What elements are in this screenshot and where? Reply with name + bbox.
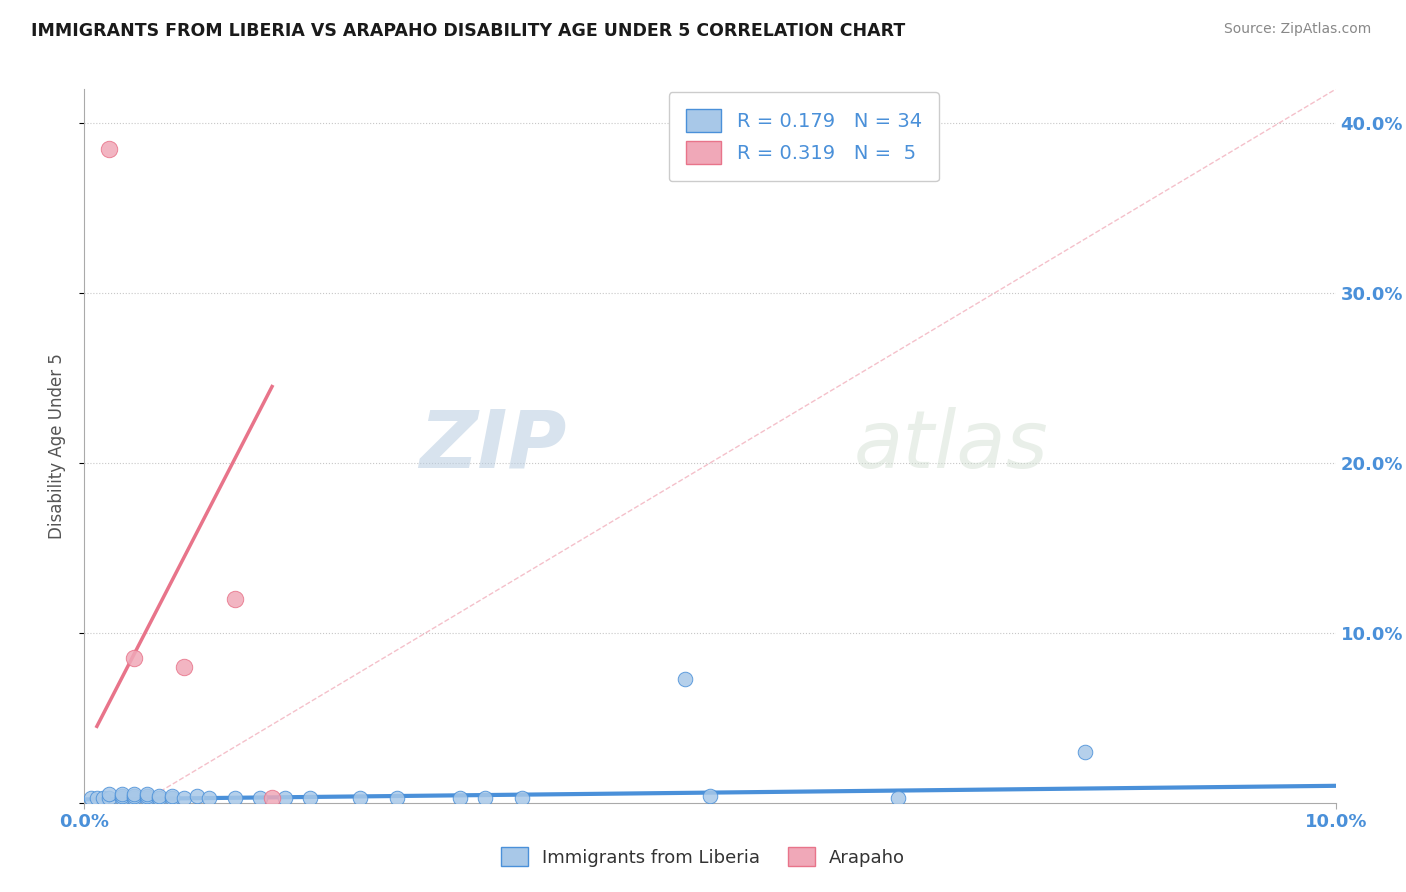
Point [262,790,284,805]
Point [699,789,721,803]
Point [273,790,295,805]
Point [111,789,134,803]
Text: atlas: atlas [853,407,1049,485]
Point [173,660,195,674]
Point [298,790,321,805]
Point [124,790,146,805]
Legend: R = 0.179   N = 34, R = 0.319   N =  5: R = 0.179 N = 34, R = 0.319 N = 5 [668,92,939,181]
Point [186,789,208,803]
Legend: Immigrants from Liberia, Arapaho: Immigrants from Liberia, Arapaho [494,840,912,874]
Point [98,142,121,156]
Point [98,787,121,801]
Point [136,789,159,803]
Point [449,790,471,805]
Point [1074,745,1097,759]
Point [86,790,108,805]
Point [160,789,183,803]
Point [224,790,246,805]
Point [98,790,121,805]
Point [136,787,159,801]
Y-axis label: Disability Age Under 5: Disability Age Under 5 [48,353,66,539]
Point [79,790,101,805]
Text: ZIP: ZIP [419,407,567,485]
Point [887,790,910,805]
Point [249,790,271,805]
Point [173,790,195,805]
Point [136,790,159,805]
Point [160,790,183,805]
Point [148,790,170,805]
Point [673,672,696,686]
Text: Source: ZipAtlas.com: Source: ZipAtlas.com [1223,22,1371,37]
Point [474,790,496,805]
Point [111,787,134,801]
Point [111,790,134,805]
Point [148,789,170,803]
Text: IMMIGRANTS FROM LIBERIA VS ARAPAHO DISABILITY AGE UNDER 5 CORRELATION CHART: IMMIGRANTS FROM LIBERIA VS ARAPAHO DISAB… [31,22,905,40]
Point [198,790,221,805]
Point [124,651,146,665]
Point [385,790,409,805]
Point [91,790,114,805]
Point [512,790,534,805]
Point [349,790,371,805]
Point [224,591,246,606]
Point [124,789,146,803]
Point [124,787,146,801]
